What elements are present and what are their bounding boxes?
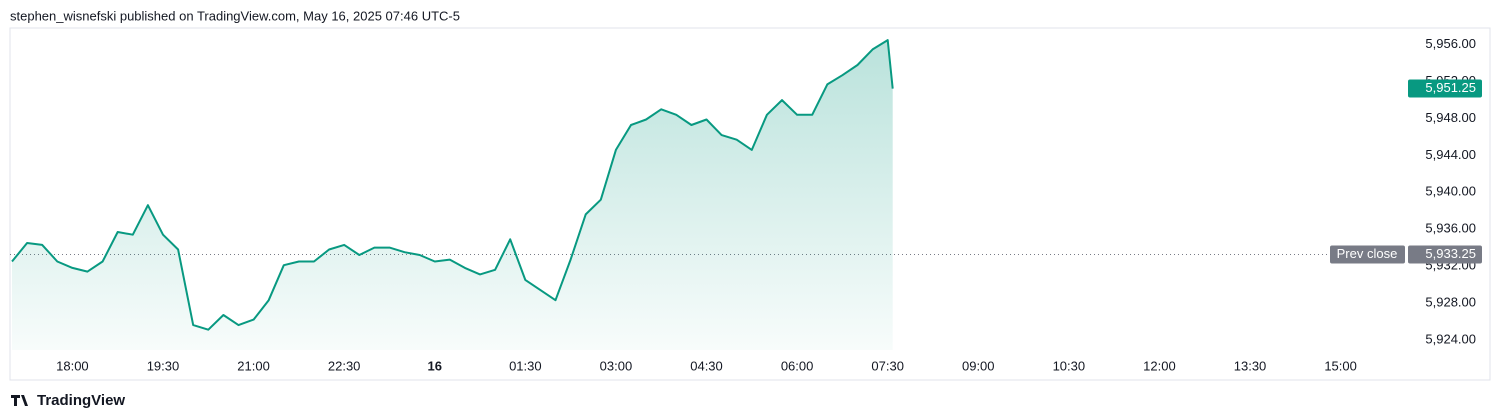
x-tick-label: 01:30 (509, 358, 542, 373)
y-tick-label: 5,936.00 (1425, 221, 1476, 236)
chart-frame (9, 27, 1491, 381)
y-tick-label: 5,944.00 (1425, 147, 1476, 162)
x-tick-label: 04:30 (690, 358, 723, 373)
x-tick-label: 22:30 (328, 358, 361, 373)
y-tick-label: 5,940.00 (1425, 184, 1476, 199)
y-tick-label: 5,924.00 (1425, 331, 1476, 346)
y-tick-label: 5,928.00 (1425, 294, 1476, 309)
x-tick-label: 21:00 (237, 358, 270, 373)
x-tick-label: 06:00 (781, 358, 814, 373)
y-tick-label: 5,948.00 (1425, 110, 1476, 125)
x-tick-label: 03:00 (600, 358, 633, 373)
footer: TradingView (37, 392, 125, 409)
last-price-tag (1408, 79, 1482, 98)
y-tick-label: 5,956.00 (1425, 36, 1476, 51)
x-tick-label: 16 (428, 358, 442, 373)
logo (11, 395, 28, 406)
prev-close-tag (1330, 245, 1405, 264)
prev-close-value: 5,933.25 (1425, 246, 1476, 261)
prev-close-value-tag (1408, 245, 1482, 264)
last-price-value: 5,951.25 (1425, 80, 1476, 95)
header: stephen_wisnefski published on TradingVi… (10, 8, 460, 23)
prev-close-text: Prev close (1337, 246, 1398, 261)
x-tick-label: 10:30 (1053, 358, 1086, 373)
x-tick-label: 19:30 (147, 358, 180, 373)
x-tick-label: 15:00 (1324, 358, 1357, 373)
x-tick-label: 18:00 (56, 358, 89, 373)
x-tick-label: 09:00 (962, 358, 995, 373)
price-line (11, 39, 894, 331)
x-tick-label: 07:30 (871, 358, 904, 373)
x-tick-label: 12:00 (1143, 358, 1176, 373)
x-tick-label: 13:30 (1234, 358, 1267, 373)
area-fill (12, 40, 893, 350)
